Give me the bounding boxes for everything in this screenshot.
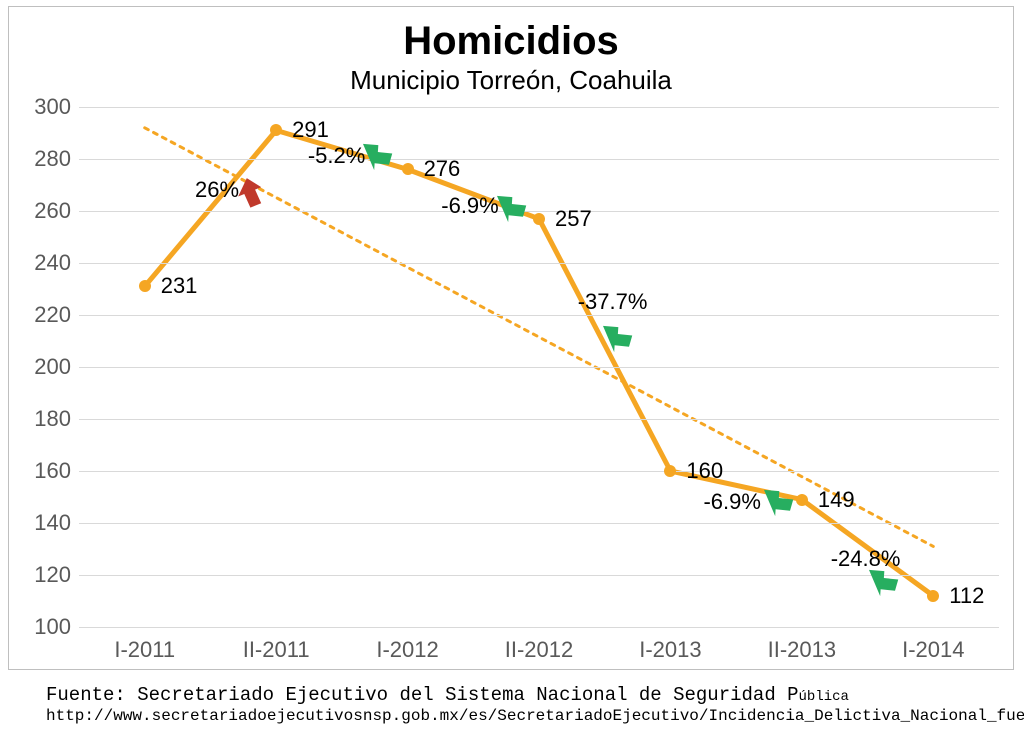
footer-source: Fuente: Secretariado Ejecutivo del Siste… xyxy=(46,684,1024,726)
gridline xyxy=(79,367,999,368)
y-tick-label: 260 xyxy=(34,198,71,224)
pct-change-label: -37.7% xyxy=(578,289,648,315)
data-value-label: 160 xyxy=(686,458,723,484)
footer-line1b: ública xyxy=(799,689,849,705)
y-tick-label: 200 xyxy=(34,354,71,380)
y-tick-label: 140 xyxy=(34,510,71,536)
arrow-down-icon xyxy=(489,191,525,232)
data-value-label: 276 xyxy=(424,156,461,182)
footer-url: http://www.secretariadoejecutivosnsp.gob… xyxy=(46,707,1024,726)
data-value-label: 149 xyxy=(818,487,855,513)
data-point xyxy=(533,213,545,225)
x-tick-label: I-2013 xyxy=(639,637,701,663)
y-tick-label: 100 xyxy=(34,614,71,640)
arrow-down-icon xyxy=(861,565,897,606)
arrow-up-icon xyxy=(227,175,263,216)
gridline xyxy=(79,107,999,108)
gridline xyxy=(79,263,999,264)
y-tick-label: 160 xyxy=(34,458,71,484)
data-point xyxy=(664,465,676,477)
data-point xyxy=(270,124,282,136)
arrow-down-icon xyxy=(595,321,631,362)
chart-subtitle: Municipio Torreón, Coahuila xyxy=(9,65,1013,96)
gridline xyxy=(79,315,999,316)
data-value-label: 291 xyxy=(292,117,329,143)
arrow-down-icon xyxy=(355,139,391,180)
data-value-label: 257 xyxy=(555,206,592,232)
gridline xyxy=(79,419,999,420)
data-point xyxy=(139,280,151,292)
gridline xyxy=(79,523,999,524)
footer-line1a: Fuente: Secretariado Ejecutivo del Siste… xyxy=(46,684,799,706)
x-tick-label: I-2014 xyxy=(902,637,964,663)
data-point xyxy=(927,590,939,602)
arrow-down-icon xyxy=(756,484,792,525)
gridline xyxy=(79,627,999,628)
gridline xyxy=(79,471,999,472)
y-tick-label: 180 xyxy=(34,406,71,432)
data-value-label: 231 xyxy=(161,273,198,299)
pct-change-label: -6.9% xyxy=(703,489,760,515)
y-tick-label: 120 xyxy=(34,562,71,588)
chart-title: Homicidios xyxy=(9,19,1013,64)
y-tick-label: 220 xyxy=(34,302,71,328)
x-tick-label: II-2013 xyxy=(768,637,837,663)
x-tick-label: II-2012 xyxy=(505,637,574,663)
x-tick-label: II-2011 xyxy=(243,637,310,663)
plot-area: 100120140160180200220240260280300I-2011I… xyxy=(79,107,999,627)
chart-frame: Homicidios Municipio Torreón, Coahuila 1… xyxy=(8,6,1014,670)
y-tick-label: 300 xyxy=(34,94,71,120)
data-point xyxy=(796,494,808,506)
trend-line xyxy=(145,128,934,547)
data-point xyxy=(402,163,414,175)
y-tick-label: 240 xyxy=(34,250,71,276)
data-value-label: 112 xyxy=(949,583,984,609)
x-tick-label: I-2011 xyxy=(114,637,175,663)
data-line xyxy=(145,130,934,595)
y-tick-label: 280 xyxy=(34,146,71,172)
gridline xyxy=(79,159,999,160)
x-tick-label: I-2012 xyxy=(376,637,438,663)
